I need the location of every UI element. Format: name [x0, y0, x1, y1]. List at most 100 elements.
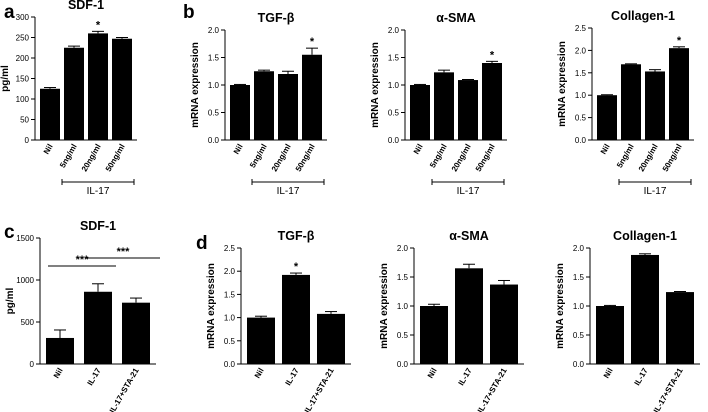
x-tick-label: Nil — [253, 367, 266, 380]
y-tick-label: 50 — [20, 116, 29, 125]
y-tick-label: 250 — [16, 34, 30, 43]
x-tick-label: IL-17+STA-21 — [652, 366, 685, 412]
y-tick-label: 1000 — [16, 276, 34, 285]
chart-a1: a SDF-1 pg/ml 0 50 100 150 200 250 300 Nil 5ng/ml 20… — [0, 0, 137, 197]
x-tick-label: Nil — [52, 367, 65, 380]
y-tick-label: 1.5 — [208, 54, 220, 63]
y-axis-label: mRNA expression — [370, 42, 381, 128]
panel-letter: a — [4, 2, 15, 23]
y-axis-label: mRNA expression — [379, 263, 390, 349]
bar — [64, 47, 84, 140]
x-tick-label: IL-17 — [457, 366, 474, 387]
x-tick-label: Nil — [412, 143, 425, 156]
x-tick-label: IL-17+STA-21 — [303, 366, 336, 412]
y-axis-label: mRNA expression — [190, 42, 201, 128]
x-tick-label: 50ng/ml — [104, 143, 127, 174]
chart-d2: α-SMA mRNA expression 0.0 0.5 1.0 1.5 2.0 Nil IL… — [379, 229, 524, 412]
bar — [46, 337, 74, 364]
y-tick-label: 1.0 — [388, 81, 400, 90]
bar — [666, 292, 694, 364]
y-tick-label: 2.0 — [388, 26, 400, 35]
y-axis-label: mRNA expression — [555, 263, 566, 349]
bar — [112, 38, 132, 141]
y-tick-label: 0 — [25, 136, 30, 145]
x-tick-label: 5ng/ml — [248, 143, 269, 170]
x-tick-label: IL-17+STA-21 — [108, 366, 141, 412]
bar — [317, 313, 345, 364]
bar — [302, 54, 322, 140]
y-tick-label: 2.0 — [208, 26, 220, 35]
y-tick-label: 0.5 — [573, 331, 585, 340]
y-tick-label: 1.5 — [224, 290, 236, 299]
significance-label: *** — [117, 246, 131, 258]
bar — [40, 88, 60, 140]
bar — [631, 254, 659, 364]
y-tick-label: 1.0 — [224, 314, 236, 323]
y-tick-label: 100 — [16, 95, 30, 104]
x-tick-label: IL-17 — [86, 366, 103, 387]
y-tick-label: 0.0 — [573, 360, 585, 369]
significance-star: * — [677, 35, 682, 47]
bar — [645, 71, 665, 140]
x-tick-label: IL-17 — [633, 366, 650, 387]
group-label: IL-17 — [277, 186, 300, 197]
x-tick-label: 50ng/ml — [661, 143, 684, 174]
y-axis-label: mRNA expression — [557, 41, 568, 127]
y-tick-label: 1.0 — [208, 81, 220, 90]
y-tick-label: 2.0 — [224, 267, 236, 276]
chart-title: SDF-1 — [68, 0, 104, 12]
y-tick-label: 1.5 — [573, 273, 585, 282]
y-tick-label: 0.5 — [208, 109, 220, 118]
chart-title: TGF-β — [278, 229, 315, 243]
panel-letter: d — [196, 233, 208, 254]
y-tick-label: 1.0 — [575, 91, 587, 100]
y-tick-label: 2.5 — [575, 24, 587, 33]
bar — [247, 317, 275, 364]
x-tick-label: 50ng/ml — [294, 143, 317, 174]
y-tick-label: 2.5 — [224, 244, 236, 253]
chart-title: SDF-1 — [80, 219, 116, 233]
y-tick-label: 0.0 — [208, 136, 220, 145]
y-tick-label: 0.0 — [397, 360, 409, 369]
significance-star: * — [490, 49, 495, 61]
bar — [482, 63, 502, 140]
y-tick-label: 2.0 — [397, 244, 409, 253]
bar — [230, 85, 250, 140]
y-tick-label: 0.5 — [388, 109, 400, 118]
y-tick-label: 0.5 — [397, 331, 409, 340]
y-tick-label: 1.0 — [573, 302, 585, 311]
x-tick-label: Nil — [426, 367, 439, 380]
chart-c1: c SDF-1 pg/ml 0 500 1000 1500 Nil IL-17 IL-17+STA… — [4, 219, 160, 412]
x-tick-label: 50ng/ml — [474, 143, 497, 174]
group-label: IL-17 — [644, 186, 667, 197]
panel-letter: c — [4, 222, 15, 243]
group-label: IL-17 — [457, 186, 480, 197]
x-tick-label: Nil — [232, 143, 245, 156]
bar — [490, 284, 518, 364]
significance-label: *** — [76, 254, 90, 266]
x-tick-label: Nil — [602, 367, 615, 380]
x-tick-label: IL-17 — [284, 366, 301, 387]
bar — [458, 80, 478, 140]
y-tick-label: 1.0 — [397, 302, 409, 311]
y-tick-label: 0.0 — [224, 360, 236, 369]
x-tick-label: 20ng/ml — [637, 143, 660, 174]
y-tick-label: 200 — [16, 54, 30, 63]
group-label: IL-17 — [87, 186, 110, 197]
bar — [410, 85, 430, 140]
x-tick-label: Nil — [599, 143, 612, 156]
bar — [84, 291, 112, 364]
bar — [596, 306, 624, 364]
chart-title: TGF-β — [258, 11, 295, 25]
y-tick-label: 0.5 — [575, 114, 587, 123]
y-axis-label: mRNA expression — [206, 263, 217, 349]
significance-star: * — [310, 36, 315, 48]
chart-title: α-SMA — [436, 11, 476, 25]
y-tick-label: 150 — [16, 75, 30, 84]
chart-title: α-SMA — [449, 229, 489, 243]
bar — [254, 71, 274, 140]
y-axis-label: pg/ml — [0, 65, 11, 92]
y-tick-label: 500 — [21, 318, 35, 327]
